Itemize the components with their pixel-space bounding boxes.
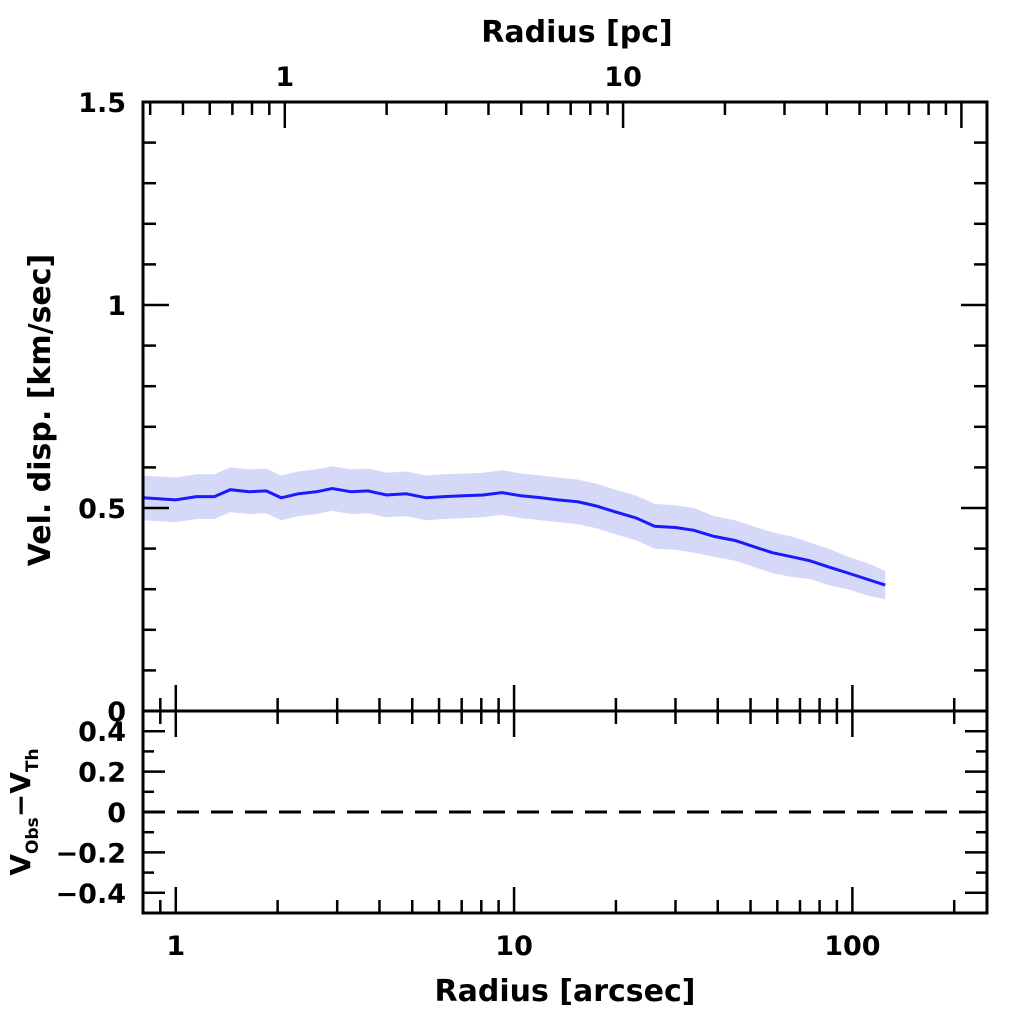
residual-panel-frame	[141, 709, 989, 915]
main-y-axis-title: Vel. disp. [km/sec]	[23, 254, 58, 567]
y-tick-label-residual: 0.2	[78, 758, 126, 789]
y-tick-label-residual: 0.4	[78, 717, 126, 748]
error-band	[143, 466, 886, 600]
x-tick-label-bottom: 1	[166, 931, 185, 962]
top-axis-title: Radius [pc]	[481, 15, 672, 50]
y-tick-label-main: 0.5	[78, 494, 126, 525]
residual-ylabel-v-obs: V	[4, 854, 37, 876]
x-tick-label-bottom: 10	[495, 931, 533, 962]
residual-ylabel-sub-obs: Obs	[23, 817, 43, 854]
x-tick-label-top: 1	[275, 62, 294, 93]
y-tick-label-residual: 0	[107, 798, 126, 829]
bottom-axis-title: Radius [arcsec]	[435, 974, 696, 1009]
main-panel	[141, 100, 989, 713]
y-tick-label-main: 1.5	[78, 88, 126, 119]
main-panel-frame	[141, 100, 989, 713]
main-panel-ticks	[141, 100, 987, 713]
velocity-dispersion-line	[142, 486, 886, 587]
x-tick-label-top: 10	[604, 62, 642, 93]
y-tick-label-main: 1	[107, 291, 126, 322]
residual-panel-ticks	[141, 709, 987, 915]
y-tick-label-residual: −0.2	[56, 838, 126, 869]
residual-ylabel-minus-v: −V	[4, 772, 37, 817]
residual-panel	[141, 709, 989, 915]
residual-y-axis-title: VObs−VTh	[4, 748, 43, 875]
y-tick-label-main: 0	[107, 697, 126, 728]
x-tick-label-bottom: 100	[824, 931, 880, 962]
residual-ylabel-sub-th: Th	[23, 748, 43, 772]
y-tick-label-residual: −0.4	[56, 879, 126, 910]
